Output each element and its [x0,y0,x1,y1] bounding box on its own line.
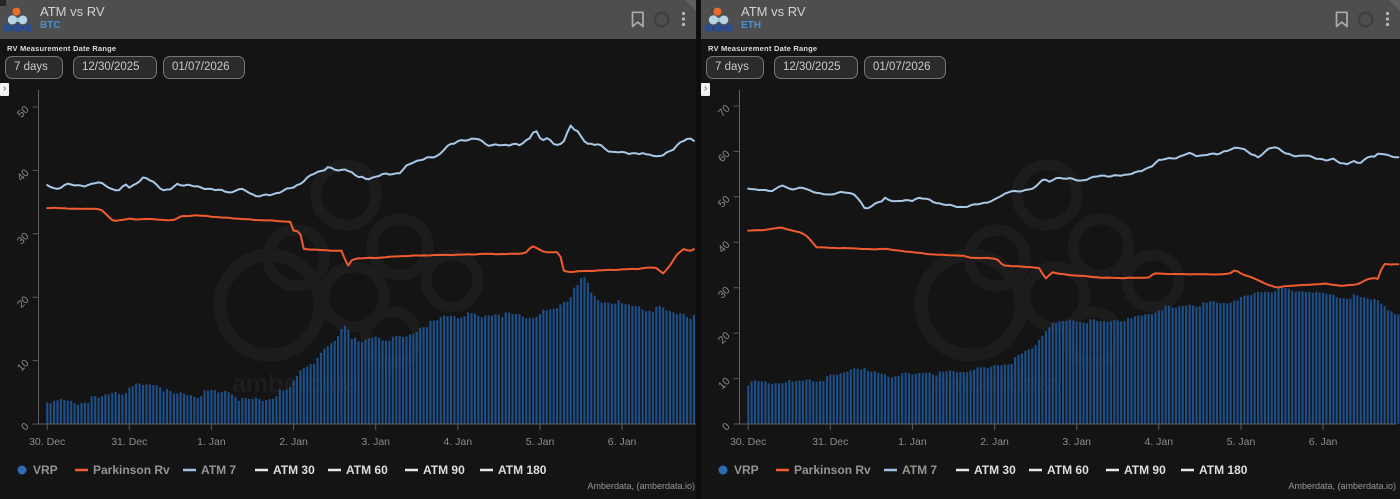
svg-text:3. Jan: 3. Jan [1062,436,1091,448]
svg-text:50: 50 [15,104,32,121]
svg-text:70: 70 [716,103,733,120]
svg-text:ATM 7: ATM 7 [201,463,236,477]
svg-text:1. Jan: 1. Jan [197,436,226,448]
svg-text:6. Jan: 6. Jan [608,436,637,448]
svg-text:1. Jan: 1. Jan [898,436,927,448]
svg-text:VRP: VRP [734,463,759,477]
svg-text:Parkinson Rv: Parkinson Rv [794,463,871,477]
svg-text:ATM 7: ATM 7 [902,463,937,477]
svg-text:50: 50 [716,193,733,210]
svg-text:30. Dec: 30. Dec [730,436,766,448]
svg-text:ATM 30: ATM 30 [273,463,315,477]
svg-text:4. Jan: 4. Jan [443,436,472,448]
svg-text:30: 30 [15,230,32,247]
svg-text:5. Jan: 5. Jan [526,436,555,448]
svg-text:Amberdata, (amberdata.io): Amberdata, (amberdata.io) [587,481,695,491]
svg-text:VRP: VRP [33,463,58,477]
svg-text:20: 20 [15,294,32,311]
svg-text:6. Jan: 6. Jan [1309,436,1338,448]
svg-text:40: 40 [716,239,733,256]
svg-text:10: 10 [716,375,733,392]
svg-text:4. Jan: 4. Jan [1144,436,1173,448]
svg-text:ATM 90: ATM 90 [1124,463,1166,477]
svg-text:Amberdata, (amberdata.io): Amberdata, (amberdata.io) [1288,481,1396,491]
svg-text:Parkinson Rv: Parkinson Rv [93,463,170,477]
svg-text:31. Dec: 31. Dec [812,436,848,448]
svg-text:ATM 60: ATM 60 [346,463,388,477]
svg-text:0: 0 [720,421,733,434]
svg-text:ATM 90: ATM 90 [423,463,465,477]
svg-text:10: 10 [15,357,32,374]
svg-text:20: 20 [716,330,733,347]
svg-text:30. Dec: 30. Dec [29,436,65,448]
svg-text:ATM 30: ATM 30 [974,463,1016,477]
svg-text:ATM 180: ATM 180 [1199,463,1248,477]
svg-text:31. Dec: 31. Dec [111,436,147,448]
svg-text:2. Jan: 2. Jan [980,436,1009,448]
svg-text:ATM 60: ATM 60 [1047,463,1089,477]
svg-text:60: 60 [716,148,733,165]
svg-text:ATM 180: ATM 180 [498,463,547,477]
svg-text:0: 0 [19,421,32,434]
svg-text:5. Jan: 5. Jan [1227,436,1256,448]
svg-text:2. Jan: 2. Jan [279,436,308,448]
svg-text:3. Jan: 3. Jan [361,436,390,448]
svg-text:40: 40 [15,167,32,184]
svg-text:30: 30 [716,284,733,301]
